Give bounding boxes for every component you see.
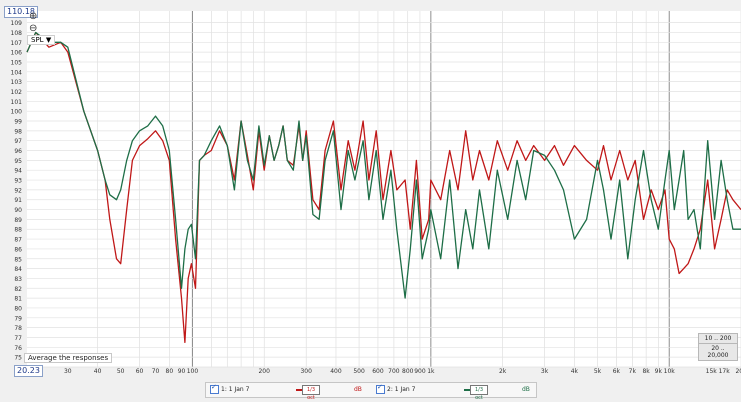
y-tick-label: 106 (11, 50, 23, 57)
x-tick-label: 8k (642, 368, 650, 375)
x-axis-ticks: 30 40 50 60 70 80 90 100 200 300 400 500 600 700 800 90… (64, 368, 741, 375)
x-tick-label: 400 (330, 368, 342, 375)
y-tick-label: 109 (11, 20, 23, 27)
y-tick-label: 79 (14, 315, 22, 322)
legend-label-1: 1: 1 Jan 7 (221, 386, 250, 393)
x-tick-label: 6k (613, 368, 621, 375)
y-tick-label: 92 (14, 187, 22, 194)
grid-lines (27, 11, 741, 368)
measurement-dropdown[interactable]: SPL ▼ (27, 35, 56, 45)
x-tick-label: 40 (94, 368, 102, 375)
x-tick-label: 90 (178, 368, 186, 375)
y-tick-label: 84 (14, 266, 22, 273)
x-tick-label: 3k (541, 368, 549, 375)
series-line-1 (26, 31, 741, 344)
x-tick-label: 60 (136, 368, 144, 375)
y-tick-label: 87 (14, 237, 22, 244)
y-tick-label: 95 (14, 158, 22, 165)
x-tick-label: 500 (353, 368, 365, 375)
y-tick-label: 91 (14, 197, 22, 204)
x-tick-label: 7k (629, 368, 637, 375)
x-tick-label: 9k (655, 368, 663, 375)
legend: 1: 1 Jan 7 1/3 oct dB 2: 1 Jan 7 1/3 oct… (205, 382, 537, 401)
dropdown-value: SPL (31, 36, 44, 44)
y-tick-label: 103 (11, 79, 23, 86)
x-tick-label: 100 (187, 368, 199, 375)
x-tick-label: 20k (735, 368, 741, 375)
y-axis-ticks: 7475767778798081828384858687888990919293… (11, 20, 23, 371)
legend-smoothing-1[interactable]: 1/3 oct (302, 385, 320, 401)
y-tick-label: 82 (14, 286, 22, 293)
y-tick-label: 76 (14, 345, 22, 352)
y-tick-label: 98 (14, 128, 22, 135)
x-tick-label: 15k (706, 368, 718, 375)
x-tick-label: 900 (414, 368, 426, 375)
y-tick-label: 96 (14, 148, 22, 155)
plot-background (27, 11, 741, 367)
x-tick-label: 10k (664, 368, 676, 375)
y-tick-label: 88 (14, 227, 22, 234)
x-tick-label: 4k (571, 368, 579, 375)
y-tick-label: 89 (14, 217, 22, 224)
legend-smoothing-2[interactable]: 1/3 oct (470, 385, 488, 401)
y-tick-label: 101 (11, 99, 23, 106)
x-tick-label: 17k (719, 368, 731, 375)
x-tick-label: 1k (427, 368, 435, 375)
x-tick-label: 30 (64, 368, 72, 375)
y-tick-label: 104 (11, 69, 23, 76)
legend-unit-2: dB (522, 386, 530, 393)
y-tick-label: 94 (14, 168, 22, 175)
y-tick-label: 85 (14, 256, 22, 263)
x-tick-label: 300 (300, 368, 312, 375)
y-axis-top-value[interactable]: 110.18 (4, 6, 38, 18)
x-tick-label: 2k (499, 368, 507, 375)
x-tick-label: 5k (594, 368, 602, 375)
average-responses-button[interactable]: Average the responses (24, 353, 113, 363)
series-line-2 (26, 31, 741, 299)
y-tick-label: 108 (11, 30, 23, 37)
y-tick-label: 78 (14, 325, 22, 332)
chevron-down-icon: ▼ (45, 36, 52, 44)
y-tick-label: 81 (14, 296, 22, 303)
x-axis-start-value[interactable]: 20.23 (14, 365, 43, 377)
series-1-checkbox[interactable] (210, 383, 219, 394)
y-tick-label: 97 (14, 138, 22, 145)
y-tick-label: 105 (11, 59, 23, 66)
series-group (26, 31, 741, 344)
series-2-checkbox[interactable] (376, 383, 385, 394)
x-tick-label: 80 (166, 368, 174, 375)
y-tick-label: 86 (14, 246, 22, 253)
x-tick-label: 50 (117, 368, 125, 375)
y-tick-label: 83 (14, 276, 22, 283)
y-tick-label: 99 (14, 119, 22, 126)
y-tick-label: 80 (14, 305, 22, 312)
range-20-20000-button[interactable]: 20 .. 20,000 (698, 343, 738, 361)
y-tick-label: 100 (11, 109, 23, 116)
x-tick-label: 800 (402, 368, 414, 375)
y-tick-label: 102 (11, 89, 23, 96)
y-tick-label: 90 (14, 207, 22, 214)
y-tick-label: 75 (14, 355, 22, 362)
legend-unit-1: dB (354, 386, 362, 393)
zoom-in-icon[interactable]: ⊕ (29, 11, 38, 22)
legend-label-2: 2: 1 Jan 7 (387, 386, 416, 393)
y-tick-label: 77 (14, 335, 22, 342)
x-tick-label: 70 (152, 368, 160, 375)
y-tick-label: 107 (11, 40, 23, 47)
x-tick-label: 700 (388, 368, 400, 375)
x-tick-label: 600 (372, 368, 384, 375)
y-tick-label: 93 (14, 178, 22, 185)
x-tick-label: 200 (258, 368, 270, 375)
zoom-out-icon[interactable]: ⊖ (29, 23, 38, 34)
